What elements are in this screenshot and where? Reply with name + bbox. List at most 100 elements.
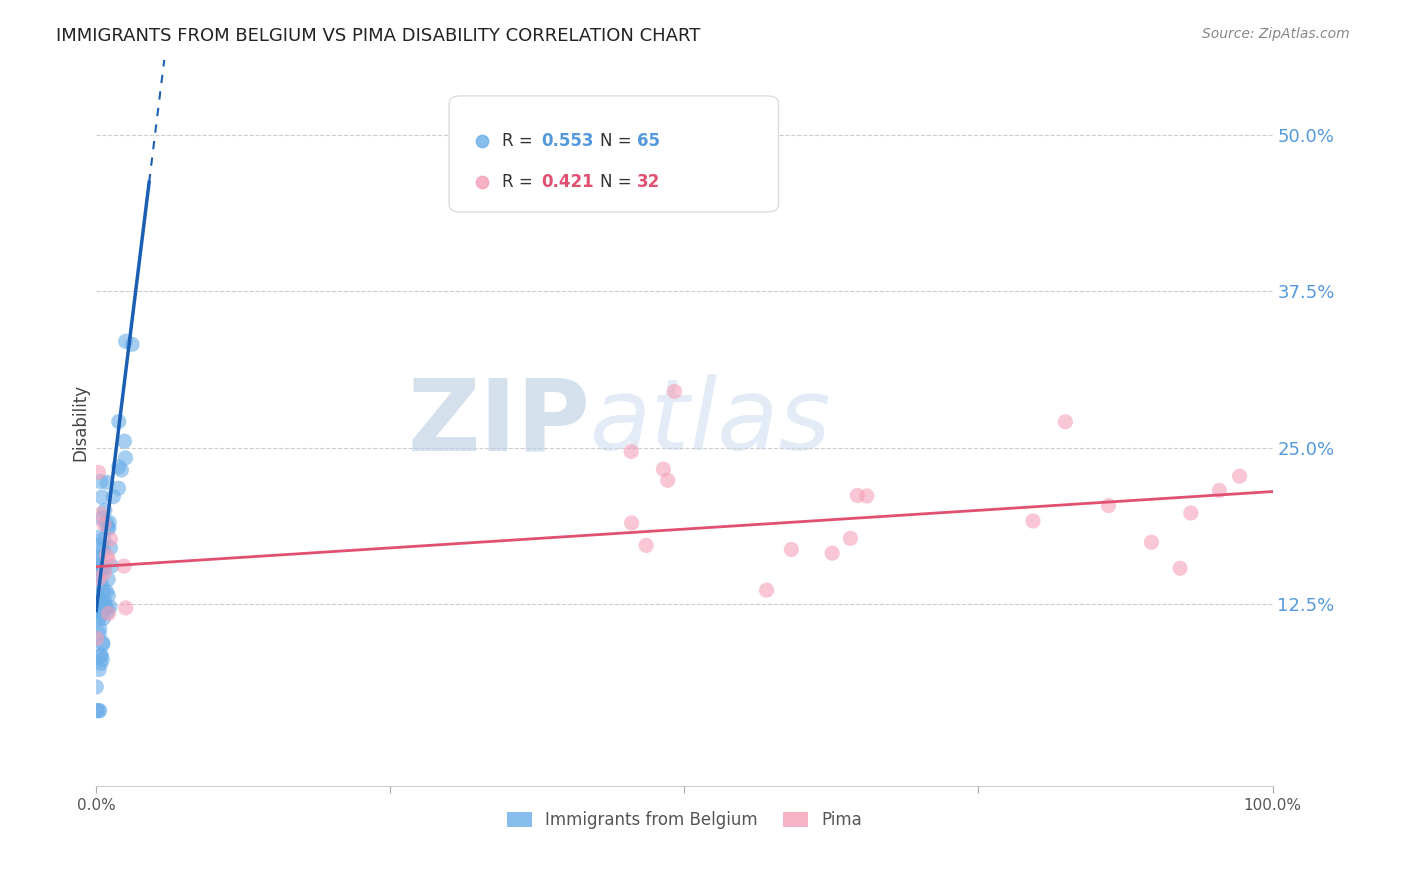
Point xyxy=(107,459,129,474)
Point xyxy=(755,583,778,598)
Text: IMMIGRANTS FROM BELGIUM VS PIMA DISABILITY CORRELATION CHART: IMMIGRANTS FROM BELGIUM VS PIMA DISABILI… xyxy=(56,27,700,45)
Point xyxy=(1180,506,1202,520)
Point xyxy=(96,605,118,619)
Point xyxy=(114,601,136,615)
Point xyxy=(87,572,110,586)
Point xyxy=(107,481,129,495)
Point xyxy=(1022,514,1045,528)
Point xyxy=(89,550,111,565)
Point xyxy=(96,516,118,530)
Point xyxy=(100,558,122,573)
Point xyxy=(89,538,111,552)
Point xyxy=(86,632,108,646)
Point xyxy=(90,511,112,525)
Point xyxy=(846,489,869,503)
Point xyxy=(91,564,114,578)
Point xyxy=(96,475,118,490)
Point xyxy=(89,663,111,677)
Point xyxy=(86,552,108,566)
Point xyxy=(1097,499,1119,513)
Point xyxy=(97,521,120,535)
Point xyxy=(89,704,111,718)
Point xyxy=(855,489,877,503)
FancyBboxPatch shape xyxy=(449,96,779,212)
Point xyxy=(89,626,111,640)
Point xyxy=(91,601,114,615)
Point xyxy=(121,337,143,351)
Point xyxy=(1208,483,1230,498)
Point xyxy=(89,562,111,576)
Point xyxy=(636,538,658,552)
Point xyxy=(94,602,117,616)
Point xyxy=(86,704,108,718)
Point xyxy=(90,507,112,521)
Point xyxy=(91,612,114,626)
Point xyxy=(97,573,120,587)
Point xyxy=(1168,561,1191,575)
Point xyxy=(93,582,115,597)
Point xyxy=(620,516,643,530)
Point xyxy=(89,622,111,636)
Point xyxy=(93,532,115,546)
Point xyxy=(93,566,115,580)
Point xyxy=(91,595,114,609)
Point xyxy=(91,542,114,557)
Point xyxy=(821,546,844,560)
Point xyxy=(100,541,122,555)
Point xyxy=(103,490,125,504)
Point xyxy=(87,567,110,582)
Point xyxy=(780,542,803,557)
Point xyxy=(96,584,118,599)
Point xyxy=(90,657,112,671)
Point xyxy=(96,549,118,563)
Text: Source: ZipAtlas.com: Source: ZipAtlas.com xyxy=(1202,27,1350,41)
Point xyxy=(86,602,108,616)
Point xyxy=(657,473,679,487)
Point xyxy=(91,600,114,615)
Point xyxy=(86,557,108,571)
Point xyxy=(94,503,117,517)
Text: 0.553: 0.553 xyxy=(541,132,593,150)
Point xyxy=(87,531,110,545)
Point xyxy=(86,604,108,618)
Point xyxy=(90,648,112,662)
Point xyxy=(1054,415,1077,429)
Point xyxy=(90,599,112,614)
Point xyxy=(97,521,120,535)
Point xyxy=(98,516,121,530)
Point xyxy=(114,450,136,465)
Point xyxy=(100,532,122,546)
Point xyxy=(90,607,112,622)
Point xyxy=(90,648,112,663)
Text: R =: R = xyxy=(502,132,538,150)
Point xyxy=(93,562,115,576)
Point xyxy=(91,637,114,651)
Point xyxy=(96,600,118,615)
Point xyxy=(110,463,132,477)
Point xyxy=(664,384,686,399)
Point xyxy=(652,462,675,476)
Point xyxy=(112,434,135,449)
Point xyxy=(93,595,115,609)
Point xyxy=(93,517,115,532)
Y-axis label: Disability: Disability xyxy=(72,384,89,461)
Point xyxy=(87,704,110,718)
Text: ZIP: ZIP xyxy=(408,374,591,471)
Point xyxy=(620,444,643,458)
Point xyxy=(98,599,121,614)
Text: 0.421: 0.421 xyxy=(541,172,593,191)
Point xyxy=(97,553,120,567)
Text: N =: N = xyxy=(599,172,637,191)
Point xyxy=(90,490,112,504)
Text: atlas: atlas xyxy=(591,374,832,471)
Point xyxy=(90,475,112,489)
Point xyxy=(87,465,110,479)
Point xyxy=(1229,469,1251,483)
Text: N =: N = xyxy=(599,132,637,150)
Point xyxy=(1140,535,1163,549)
Point xyxy=(91,636,114,650)
Text: R =: R = xyxy=(502,172,538,191)
Legend: Immigrants from Belgium, Pima: Immigrants from Belgium, Pima xyxy=(501,805,869,836)
Point xyxy=(97,589,120,603)
Text: 32: 32 xyxy=(637,172,661,191)
